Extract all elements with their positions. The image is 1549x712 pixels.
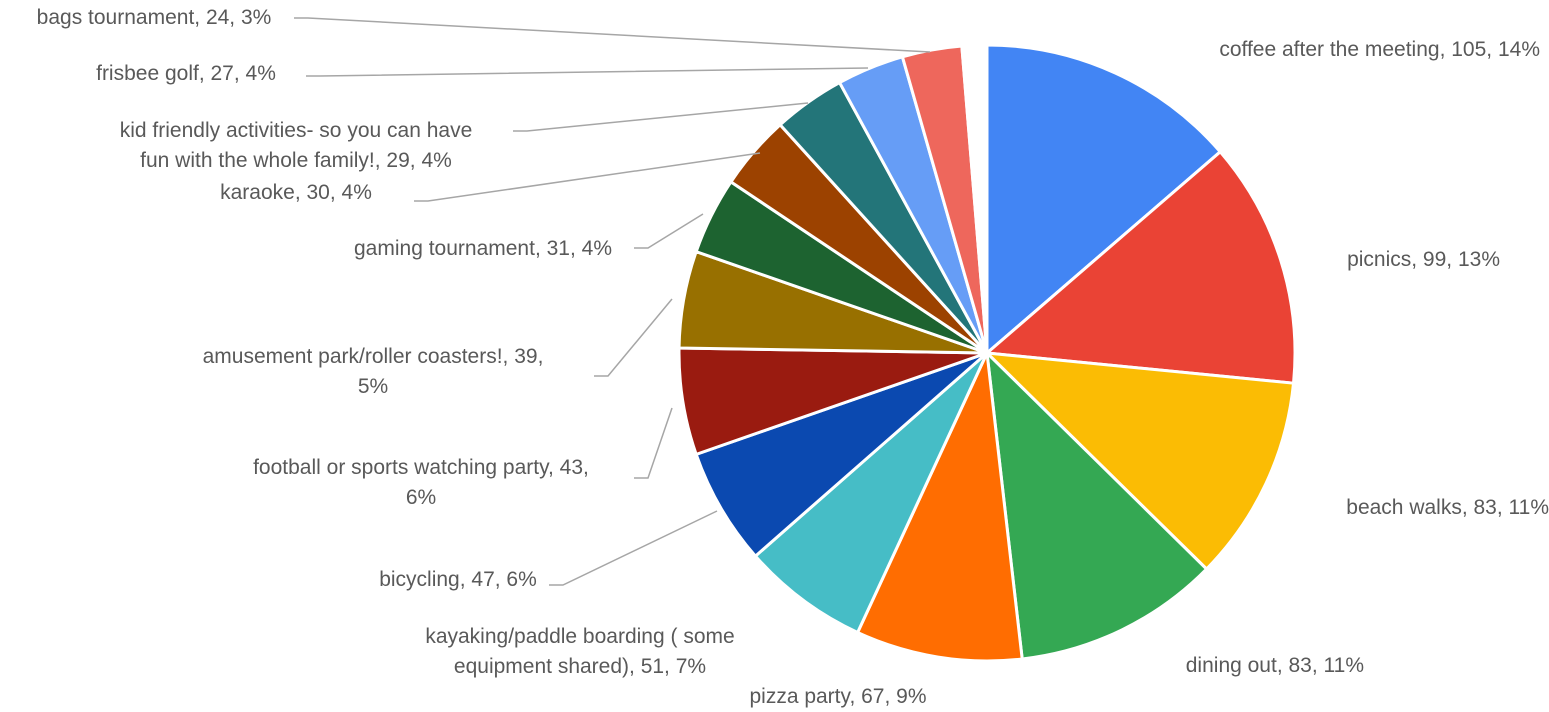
leader-line-gaming-tournament — [634, 214, 703, 248]
data-label-picnics: picnics, 99, 13% — [1347, 248, 1500, 271]
leader-line-football-or-sports-watching-party — [634, 408, 672, 478]
data-label-kayaking-paddle-boarding-some-equipment-shared: kayaking/paddle boarding ( some equipment… — [425, 625, 734, 678]
data-label-kid-friendly-activities-so-you-can-have-fun-with-the-whole-family: kid friendly activities- so you can have… — [120, 119, 473, 172]
data-label-line: coffee after the meeting, 105, 14% — [1219, 38, 1540, 61]
pie-slices — [679, 45, 1295, 661]
data-label-line: frisbee golf, 27, 4% — [96, 62, 276, 85]
data-label-line: football or sports watching party, 43, — [253, 456, 589, 479]
data-label-pizza-party: pizza party, 67, 9% — [749, 685, 926, 708]
data-label-frisbee-golf: frisbee golf, 27, 4% — [96, 62, 276, 85]
data-label-line: karaoke, 30, 4% — [220, 181, 372, 204]
data-label-line: picnics, 99, 13% — [1347, 248, 1500, 271]
data-label-beach-walks: beach walks, 83, 11% — [1346, 496, 1549, 519]
data-label-coffee-after-the-meeting: coffee after the meeting, 105, 14% — [1219, 38, 1540, 61]
leader-line-kid-friendly-activities-so-you-can-have-fun-with-the-whole-family — [513, 103, 808, 131]
data-label-line: 6% — [406, 486, 436, 509]
data-label-line: bicycling, 47, 6% — [379, 568, 537, 591]
data-label-line: pizza party, 67, 9% — [749, 685, 926, 708]
data-label-bicycling: bicycling, 47, 6% — [379, 568, 537, 591]
data-label-line: amusement park/roller coasters!, 39, — [203, 345, 544, 368]
data-label-football-or-sports-watching-party: football or sports watching party, 43, 6% — [253, 456, 589, 509]
data-label-line: 5% — [358, 375, 388, 398]
data-label-gaming-tournament: gaming tournament, 31, 4% — [354, 237, 612, 260]
leader-line-karaoke — [414, 153, 760, 201]
data-label-line: kid friendly activities- so you can have — [120, 119, 473, 142]
data-label-line: beach walks, 83, 11% — [1346, 496, 1549, 519]
data-label-line: kayaking/paddle boarding ( some — [425, 625, 734, 648]
data-label-line: gaming tournament, 31, 4% — [354, 237, 612, 260]
leader-line-bicycling — [549, 511, 717, 585]
data-label-line: bags tournament, 24, 3% — [37, 6, 272, 29]
data-label-dining-out: dining out, 83, 11% — [1186, 654, 1364, 677]
leader-line-frisbee-golf — [306, 68, 868, 76]
leader-line-amusement-park-roller-coasters — [594, 299, 672, 376]
data-label-karaoke: karaoke, 30, 4% — [220, 181, 372, 204]
data-label-line: fun with the whole family!, 29, 4% — [140, 149, 452, 172]
data-label-amusement-park-roller-coasters: amusement park/roller coasters!, 39, 5% — [203, 345, 544, 398]
leader-line-bags-tournament — [294, 18, 930, 52]
data-label-bags-tournament: bags tournament, 24, 3% — [37, 6, 272, 29]
data-label-line: equipment shared), 51, 7% — [454, 655, 706, 678]
data-label-line: dining out, 83, 11% — [1186, 654, 1364, 677]
